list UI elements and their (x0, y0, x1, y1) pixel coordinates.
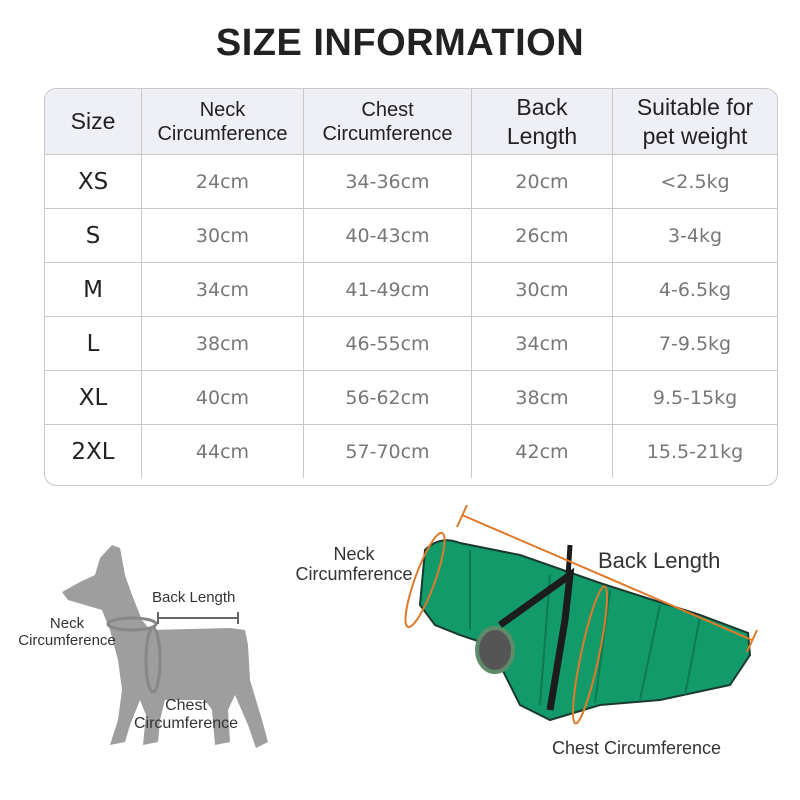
coat-back-measure (461, 514, 753, 641)
cell-back: 38cm (471, 371, 612, 424)
header-chest: Chest Circumference (303, 89, 471, 154)
cell-chest: 34-36cm (303, 155, 471, 208)
table-row: S 30cm 40-43cm 26cm 3-4kg (45, 208, 777, 262)
header-weight: Suitable for pet weight (612, 89, 777, 154)
chest-measure (144, 626, 162, 694)
coat-neck-label: Neck Circumference (295, 544, 413, 584)
coat-diagram (404, 505, 758, 725)
cell-neck: 30cm (141, 209, 303, 262)
coat-neck-measure (404, 531, 446, 629)
cell-size: S (85, 222, 101, 249)
table-row: M 34cm 41-49cm 30cm 4-6.5kg (45, 262, 777, 316)
dog-silhouette (62, 545, 268, 748)
cell-neck: 34cm (141, 263, 303, 316)
cell-back: 30cm (471, 263, 612, 316)
cell-weight: <2.5kg (612, 155, 777, 208)
cell-weight: 3-4kg (612, 209, 777, 262)
cell-back: 42cm (471, 425, 612, 478)
cell-weight: 4-6.5kg (612, 263, 777, 316)
cell-weight: 7-9.5kg (612, 317, 777, 370)
cell-chest: 56-62cm (303, 371, 471, 424)
dog-neck-label: Neck Circumference (18, 615, 116, 649)
size-table: Size Neck Circumference Chest Circumfere… (44, 88, 778, 486)
table-row: XS 24cm 34-36cm 20cm <2.5kg (45, 154, 777, 208)
cell-size: 2XL (71, 438, 115, 465)
cell-neck: 24cm (141, 155, 303, 208)
dog-back-label: Back Length (152, 589, 236, 606)
coat-chest-label: Chest Circumference (552, 738, 722, 758)
harness-strap (497, 567, 575, 711)
coat-back-label: Back Length (598, 548, 721, 573)
cell-neck: 40cm (141, 371, 303, 424)
cell-size: XL (78, 384, 108, 411)
cell-chest: 57-70cm (303, 425, 471, 478)
header-size: Size (70, 108, 116, 134)
cell-back: 26cm (471, 209, 612, 262)
cell-neck: 38cm (141, 317, 303, 370)
cell-back: 20cm (471, 155, 612, 208)
cell-chest: 41-49cm (303, 263, 471, 316)
header-back: Back Length (471, 89, 612, 154)
neck-measure (106, 616, 158, 632)
table-row: L 38cm 46-55cm 34cm 7-9.5kg (45, 316, 777, 370)
cell-size: XS (77, 168, 109, 195)
table-row: XL 40cm 56-62cm 38cm 9.5-15kg (45, 370, 777, 424)
coat-chest-measure (571, 585, 609, 725)
cell-weight: 15.5-21kg (612, 425, 777, 478)
table-row: 2XL 44cm 57-70cm 42cm 15.5-21kg (45, 424, 777, 478)
cell-neck: 44cm (141, 425, 303, 478)
header-neck: Neck Circumference (141, 89, 303, 154)
dog-chest-label: Chest Circumference (133, 697, 239, 732)
dog-diagram (62, 545, 268, 748)
leg-hole (475, 626, 515, 674)
cell-chest: 40-43cm (303, 209, 471, 262)
cell-back: 34cm (471, 317, 612, 370)
table-header-row: Size Neck Circumference Chest Circumfere… (45, 89, 777, 154)
page-title: SIZE INFORMATION (215, 22, 585, 64)
cell-size: L (86, 330, 100, 357)
cell-chest: 46-55cm (303, 317, 471, 370)
cell-size: M (83, 276, 103, 303)
cell-weight: 9.5-15kg (612, 371, 777, 424)
